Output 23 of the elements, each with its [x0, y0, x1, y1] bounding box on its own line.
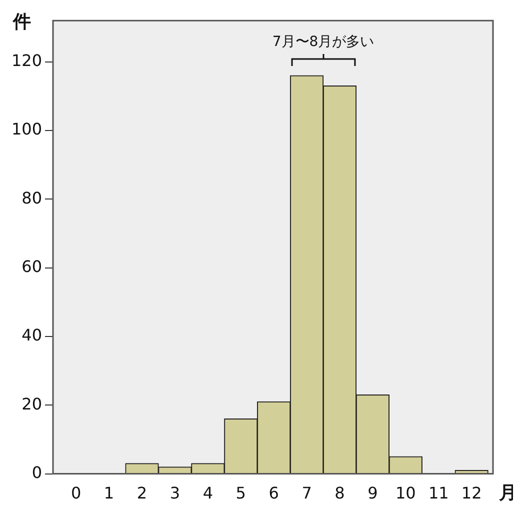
y-tick-label: 60	[22, 256, 42, 276]
y-tick-label: 0	[32, 462, 42, 482]
y-tick-label: 40	[22, 326, 42, 345]
annotation: 7月〜8月が多い	[272, 34, 374, 50]
x-tick-label: 11	[428, 484, 449, 503]
x-axis-title: 月	[498, 482, 517, 504]
x-tick-label: 9	[368, 484, 378, 503]
x-tick-label: 4	[202, 484, 213, 503]
y-tick-label: 80	[22, 188, 42, 208]
x-tick-label: 0	[70, 484, 82, 503]
x-tick-label: 1	[104, 484, 114, 503]
y-tick-label: 20	[22, 394, 42, 414]
y-tick-label: 120	[11, 50, 42, 70]
x-tick-label: 8	[334, 484, 345, 503]
y-tick-label: 100	[11, 120, 42, 139]
x-tick-label: 5	[236, 484, 246, 503]
x-tick-label: 7	[302, 484, 312, 503]
x-tick-label: 12	[461, 484, 482, 503]
x-tick-label: 6	[268, 484, 279, 503]
y-axis-title: 件	[12, 12, 31, 33]
x-tick-label: 2	[136, 484, 148, 503]
x-tick-label: 3	[170, 484, 180, 503]
x-tick-label: 10	[395, 484, 416, 503]
